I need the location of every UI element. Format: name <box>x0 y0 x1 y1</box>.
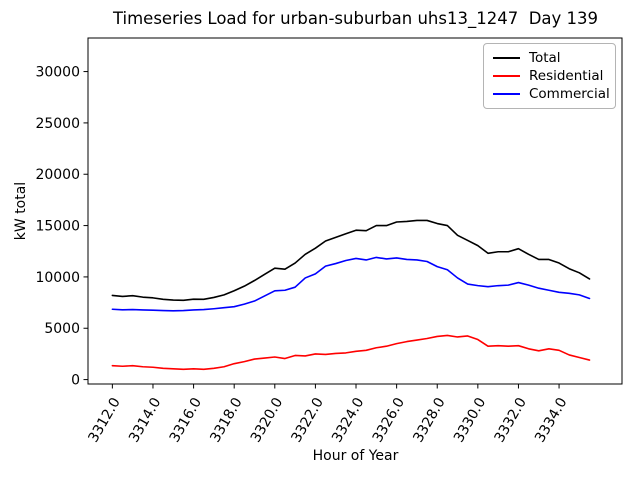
x-tick-label: 3334.0 <box>532 395 570 445</box>
y-tick-label: 5000 <box>44 321 80 337</box>
y-tick-label: 30000 <box>35 65 80 81</box>
legend-entry-commercial: Commercial <box>493 86 610 102</box>
x-tick-label: 3324.0 <box>329 395 367 445</box>
x-tick-label: 3332.0 <box>492 395 530 445</box>
x-tick-label: 3314.0 <box>126 395 164 445</box>
x-axis-label: Hour of Year <box>312 448 399 464</box>
x-tick-label: 3322.0 <box>289 395 327 445</box>
legend-label: Commercial <box>529 86 610 102</box>
legend-line-swatch-residential <box>493 75 520 77</box>
legend-line-swatch-total <box>493 57 520 59</box>
y-tick-label: 25000 <box>35 116 80 132</box>
axes-frame <box>87 37 623 385</box>
x-tick-label: 3326.0 <box>370 395 408 445</box>
legend-entry-total: Total <box>493 50 606 66</box>
y-tick-label: 0 <box>71 373 80 389</box>
series-line-commercial <box>111 256 591 312</box>
x-tick-label: 3318.0 <box>207 395 245 445</box>
x-tick-label: 3312.0 <box>85 395 123 445</box>
legend-label: Total <box>529 50 561 66</box>
y-axis-label: kW total <box>13 181 29 241</box>
x-tick-label: 3330.0 <box>451 395 489 445</box>
series-line-total <box>111 219 591 302</box>
series-line-residential <box>111 334 591 371</box>
legend: Total Residential Commercial <box>483 43 616 109</box>
y-tick-label: 20000 <box>35 167 80 183</box>
chart-title: Timeseries Load for urban-suburban uhs13… <box>112 9 599 28</box>
x-tick-label: 3328.0 <box>410 395 448 445</box>
legend-label: Residential <box>529 68 604 84</box>
x-tick-label: 3316.0 <box>167 395 205 445</box>
legend-line-swatch-commercial <box>493 93 520 95</box>
y-tick-label: 15000 <box>35 219 80 235</box>
legend-entry-residential: Residential <box>493 68 606 84</box>
y-tick-label: 10000 <box>35 270 80 286</box>
x-tick-label: 3320.0 <box>248 395 286 445</box>
